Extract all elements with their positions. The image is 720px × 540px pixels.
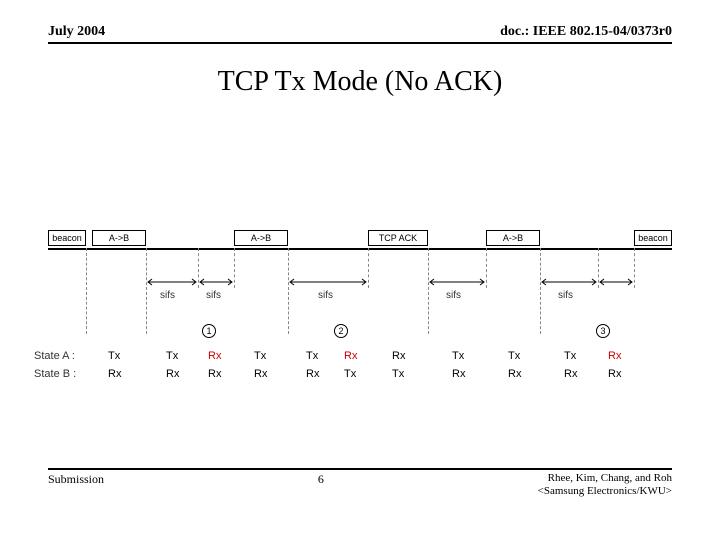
marker-circle: 3 — [596, 324, 610, 338]
footer-authors: Rhee, Kim, Chang, and Roh — [548, 472, 672, 484]
frame-box: TCP ACK — [368, 230, 428, 246]
state-cell: Tx — [108, 350, 120, 362]
dash-line — [486, 248, 487, 288]
frame-box: A->B — [234, 230, 288, 246]
state-cell: Rx — [608, 350, 621, 362]
header-rule — [48, 42, 672, 44]
sifs-label: sifs — [206, 290, 221, 301]
sifs-label: sifs — [160, 290, 175, 301]
footer-affil: <Samsung Electronics/KWU> — [538, 485, 672, 497]
dash-line — [146, 248, 147, 334]
header-doc: doc.: IEEE 802.15-04/0373r0 — [500, 24, 672, 40]
frame-box: beacon — [48, 230, 86, 246]
sifs-label: sifs — [446, 290, 461, 301]
interval-arrow — [198, 277, 234, 287]
state-cell: Rx — [564, 368, 577, 380]
footer-left: Submission — [48, 472, 104, 487]
header-date: July 2004 — [48, 24, 105, 40]
timing-diagram: beacon A->B A->B TCP ACK A->B beacon sifs sifs s… — [48, 224, 672, 424]
marker-circle: 2 — [334, 324, 348, 338]
dash-line — [288, 248, 289, 334]
frame-box: beacon — [634, 230, 672, 246]
marker-circle: 1 — [202, 324, 216, 338]
page-title: TCP Tx Mode (No ACK) — [48, 66, 672, 98]
state-row-label: State A : — [34, 350, 75, 362]
sifs-label: sifs — [558, 290, 573, 301]
state-cell: Tx — [452, 350, 464, 362]
state-cell: Rx — [392, 350, 405, 362]
dash-line — [634, 248, 635, 288]
dash-line — [86, 248, 87, 334]
footer-page: 6 — [318, 472, 324, 487]
interval-arrow — [146, 277, 198, 287]
state-cell: Rx — [254, 368, 267, 380]
state-cell: Tx — [508, 350, 520, 362]
state-cell: Tx — [564, 350, 576, 362]
state-cell: Rx — [108, 368, 121, 380]
state-cell: Tx — [306, 350, 318, 362]
state-cell: Rx — [344, 350, 357, 362]
sifs-label: sifs — [318, 290, 333, 301]
state-cell: Tx — [254, 350, 266, 362]
state-cell: Rx — [508, 368, 521, 380]
state-row-label: State B : — [34, 368, 76, 380]
interval-arrow — [540, 277, 598, 287]
footer-rule — [48, 468, 672, 470]
frame-box: A->B — [486, 230, 540, 246]
timeline — [48, 248, 672, 250]
state-cell: Tx — [166, 350, 178, 362]
footer-right: Rhee, Kim, Chang, and Roh <Samsung Elect… — [538, 472, 672, 498]
frame-box: A->B — [92, 230, 146, 246]
interval-arrow — [598, 277, 634, 287]
interval-arrow — [288, 277, 368, 287]
state-cell: Rx — [452, 368, 465, 380]
state-cell: Rx — [208, 350, 221, 362]
state-cell: Rx — [208, 368, 221, 380]
dash-line — [368, 248, 369, 288]
state-cell: Tx — [344, 368, 356, 380]
dash-line — [234, 248, 235, 288]
interval-arrow — [428, 277, 486, 287]
state-cell: Rx — [166, 368, 179, 380]
dash-line — [428, 248, 429, 334]
dash-line — [540, 248, 541, 334]
state-cell: Rx — [306, 368, 319, 380]
state-cell: Tx — [392, 368, 404, 380]
footer: Submission 6 Rhee, Kim, Chang, and Roh <… — [48, 468, 672, 498]
state-cell: Rx — [608, 368, 621, 380]
